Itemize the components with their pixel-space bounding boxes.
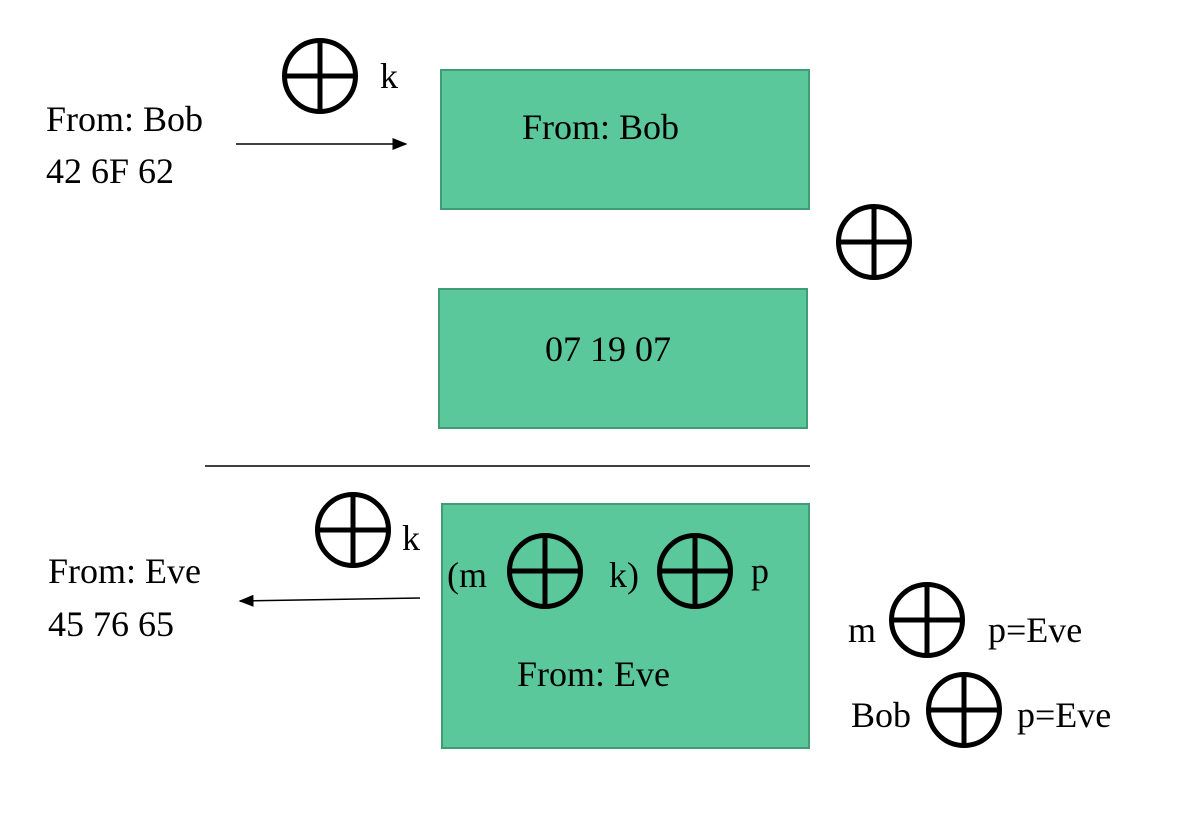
- pad-box: 07 19 07: [438, 288, 808, 429]
- eq1-rhs: p=Eve: [988, 610, 1083, 650]
- decrypt-arrow: [238, 594, 421, 607]
- eq2-bob: Bob: [851, 695, 912, 735]
- eq1-m: m: [848, 610, 877, 650]
- key-label: k: [402, 518, 420, 558]
- expr-p: p: [751, 551, 769, 591]
- expr-m: (m: [447, 555, 487, 595]
- ciphertext-box-eve: (m k) p From: Eve: [441, 503, 810, 749]
- xor-icon: [657, 533, 733, 609]
- sender-hex: 42 6F 62: [46, 151, 175, 191]
- box-bob-text: From: Bob: [522, 107, 680, 147]
- pad-hex-text: 07 19 07: [545, 329, 671, 369]
- xor-icon: [315, 492, 391, 568]
- sender-label: From: Bob: [46, 99, 204, 139]
- box-eve-text: From: Eve: [517, 654, 670, 694]
- xor-icon: [282, 38, 358, 114]
- expr-k: k): [609, 555, 639, 595]
- key-label: k: [380, 56, 398, 96]
- receiver-hex: 45 76 65: [48, 604, 174, 644]
- xor-icon: [926, 672, 1002, 748]
- receiver-label: From: Eve: [48, 551, 201, 591]
- ciphertext-box-bob: From: Bob: [440, 69, 810, 210]
- xor-icon: [889, 582, 965, 658]
- eq2-rhs: p=Eve: [1017, 695, 1112, 735]
- xor-icon: [836, 204, 912, 280]
- xor-icon: [507, 533, 583, 609]
